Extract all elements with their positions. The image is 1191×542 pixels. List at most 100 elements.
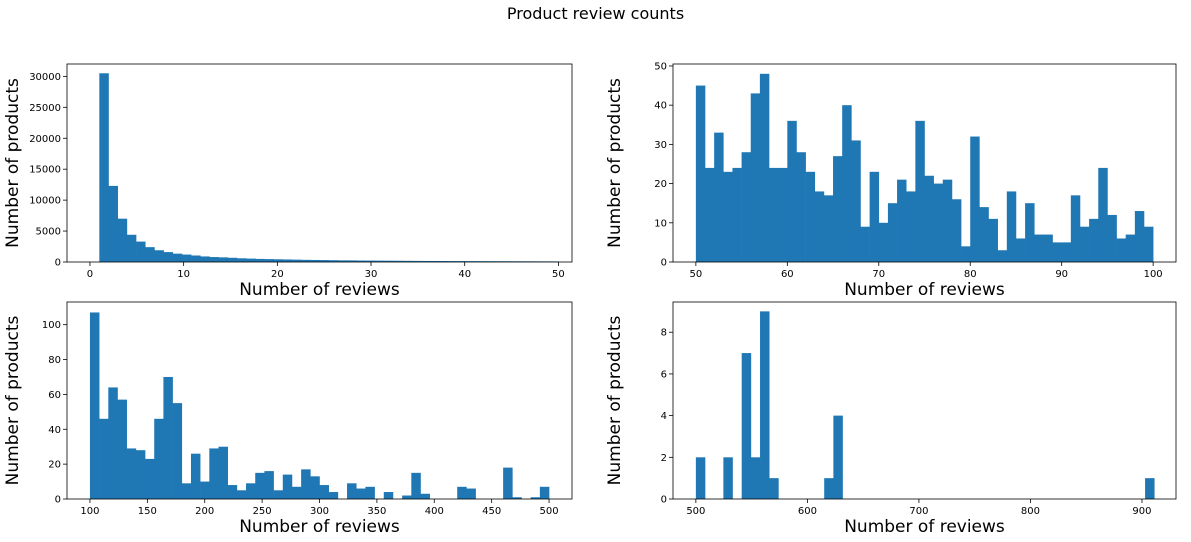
bar: [1034, 234, 1044, 262]
bar: [117, 218, 128, 262]
y-tick-label: 40: [654, 101, 667, 112]
x-tick-label: 200: [195, 506, 214, 517]
y-tick-label: 50: [654, 61, 667, 72]
y-axis-label: Number of products: [3, 78, 23, 248]
bar: [860, 226, 870, 262]
x-tick-label: 100: [1144, 269, 1163, 280]
bars: [695, 311, 1155, 499]
bar: [236, 490, 247, 499]
bar: [209, 448, 219, 499]
bar: [291, 486, 302, 499]
bar: [255, 258, 265, 262]
bar: [714, 132, 724, 262]
bar: [181, 254, 192, 262]
bar: [89, 312, 100, 499]
bar: [154, 250, 164, 262]
bar: [1006, 191, 1017, 262]
bar: [365, 486, 375, 499]
y-tick-label: 10000: [29, 196, 61, 207]
y-tick-label: 80: [48, 355, 61, 366]
bar: [759, 73, 770, 263]
bar: [732, 167, 742, 262]
bar: [227, 257, 238, 262]
x-tick-label: 50: [689, 269, 702, 280]
bars: [99, 73, 559, 262]
bars: [695, 73, 1154, 263]
bar: [878, 222, 889, 262]
bar: [1079, 226, 1090, 262]
x-axis-label: Number of reviews: [239, 280, 400, 300]
y-tick-label: 5000: [36, 227, 61, 238]
y-tick-label: 20: [48, 460, 61, 471]
bar: [145, 247, 155, 262]
bar: [273, 490, 284, 499]
bar: [264, 259, 275, 262]
bar: [145, 458, 155, 499]
y-tick-label: 40: [48, 425, 61, 436]
x-tick-label: 60: [781, 269, 794, 280]
bar: [942, 179, 953, 262]
bar: [769, 478, 779, 499]
chart-panel-3: 100 150 200 250 300 350 400 450 500 0 20 40 60 80 100 N…: [3, 301, 573, 537]
bar: [181, 483, 192, 499]
x-tick-label: 500: [539, 506, 558, 517]
bar: [338, 260, 348, 262]
bar: [282, 474, 293, 499]
bar: [1052, 242, 1062, 262]
bar: [1145, 478, 1155, 499]
bar: [1025, 203, 1035, 262]
bar: [823, 195, 834, 262]
bar: [273, 259, 284, 262]
bar: [1134, 211, 1145, 262]
bar: [1143, 226, 1154, 262]
y-tick-label: 6: [661, 369, 667, 380]
bar: [466, 261, 477, 262]
bar: [420, 260, 431, 262]
bar: [200, 481, 210, 499]
x-tick-label: 50: [552, 269, 565, 280]
y-tick-label: 20000: [29, 134, 61, 145]
bar: [695, 457, 706, 499]
bar: [319, 260, 330, 262]
bar: [108, 185, 118, 262]
bar: [750, 457, 761, 499]
axes-frame: [672, 301, 1177, 500]
y-tick-label: 30: [654, 140, 667, 151]
bar: [769, 167, 779, 262]
bar: [1125, 234, 1136, 262]
bar: [411, 260, 421, 262]
bar: [200, 256, 210, 262]
x-tick-label: 90: [1055, 269, 1068, 280]
bar: [402, 495, 412, 499]
x-tick-label: 10: [177, 269, 190, 280]
bar: [824, 478, 834, 499]
bar: [750, 93, 761, 262]
y-axis-label: Number of products: [3, 315, 23, 485]
bar: [439, 261, 449, 262]
x-tick-label: 70: [872, 269, 885, 280]
bar: [997, 250, 1008, 262]
bar: [191, 255, 201, 262]
bar: [741, 152, 752, 262]
bar: [484, 261, 495, 262]
bar: [264, 471, 274, 499]
bar: [347, 260, 357, 262]
bar: [126, 448, 137, 499]
y-tick-label: 30000: [29, 72, 61, 83]
y-tick-label: 0: [661, 495, 667, 506]
bar: [933, 183, 944, 262]
bar: [136, 241, 146, 262]
y-tick-label: 100: [42, 320, 61, 331]
bar: [310, 259, 320, 262]
bar: [301, 469, 311, 499]
x-tick-label: 350: [367, 506, 386, 517]
bar: [1089, 218, 1099, 262]
bar: [99, 73, 109, 262]
y-axis-label: Number of products: [605, 315, 625, 485]
x-tick-label: 800: [1021, 506, 1040, 517]
bar: [1116, 238, 1126, 262]
x-tick-label: 700: [909, 506, 928, 517]
x-tick-label: 150: [138, 506, 157, 517]
bar: [246, 483, 256, 499]
x-axis-label: Number of reviews: [844, 280, 1005, 300]
